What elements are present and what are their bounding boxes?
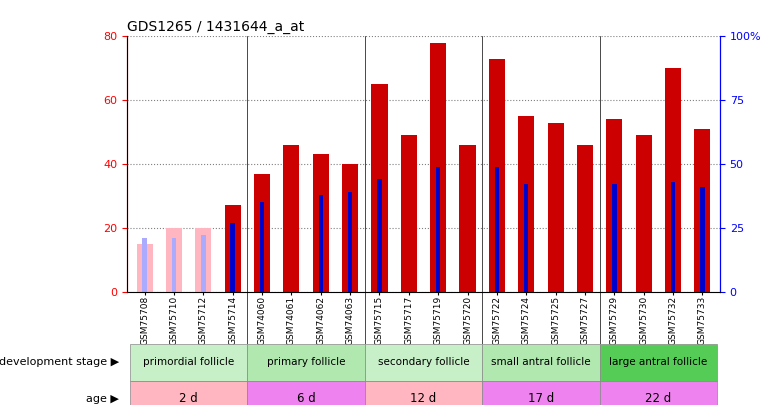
Text: GDS1265 / 1431644_a_at: GDS1265 / 1431644_a_at <box>127 20 304 34</box>
Bar <box>430 43 447 292</box>
Bar <box>283 145 300 292</box>
Bar <box>247 381 365 405</box>
Bar <box>436 166 440 292</box>
Bar <box>313 154 329 292</box>
Bar <box>400 135 417 292</box>
Bar <box>365 381 482 405</box>
Bar <box>172 238 176 292</box>
Bar <box>377 179 382 292</box>
Bar <box>342 164 358 292</box>
Text: 17 d: 17 d <box>527 392 554 405</box>
Text: 6 d: 6 d <box>296 392 316 405</box>
Bar <box>695 129 711 292</box>
Text: age ▶: age ▶ <box>86 394 119 404</box>
Bar <box>142 238 147 292</box>
Bar <box>665 68 681 292</box>
Bar <box>489 59 505 292</box>
Bar <box>348 192 353 292</box>
Bar <box>319 195 323 292</box>
Bar <box>230 223 235 292</box>
Bar <box>524 184 528 292</box>
Text: development stage ▶: development stage ▶ <box>0 358 119 367</box>
Bar <box>600 344 717 381</box>
Text: small antral follicle: small antral follicle <box>491 358 591 367</box>
Bar <box>482 381 600 405</box>
Bar <box>166 228 182 292</box>
Bar <box>460 145 476 292</box>
Text: primordial follicle: primordial follicle <box>143 358 234 367</box>
Bar <box>196 228 212 292</box>
Bar <box>612 184 617 292</box>
Text: large antral follicle: large antral follicle <box>609 358 708 367</box>
Bar <box>201 235 206 292</box>
Bar <box>606 119 622 292</box>
Bar <box>494 166 499 292</box>
Text: 12 d: 12 d <box>410 392 437 405</box>
Bar <box>671 182 675 292</box>
Bar <box>371 84 387 292</box>
Text: 2 d: 2 d <box>179 392 198 405</box>
Bar <box>547 123 564 292</box>
Bar <box>365 344 482 381</box>
Bar <box>518 116 534 292</box>
Bar <box>225 205 241 292</box>
Bar <box>700 187 705 292</box>
Bar <box>635 135 651 292</box>
Text: primary follicle: primary follicle <box>267 358 345 367</box>
Text: 22 d: 22 d <box>645 392 671 405</box>
Bar <box>247 344 365 381</box>
Bar <box>577 145 593 292</box>
Bar <box>130 381 247 405</box>
Bar <box>600 381 717 405</box>
Bar <box>482 344 600 381</box>
Bar <box>254 174 270 292</box>
Text: secondary follicle: secondary follicle <box>378 358 469 367</box>
Bar <box>259 202 264 292</box>
Bar <box>136 244 152 292</box>
Bar <box>130 344 247 381</box>
